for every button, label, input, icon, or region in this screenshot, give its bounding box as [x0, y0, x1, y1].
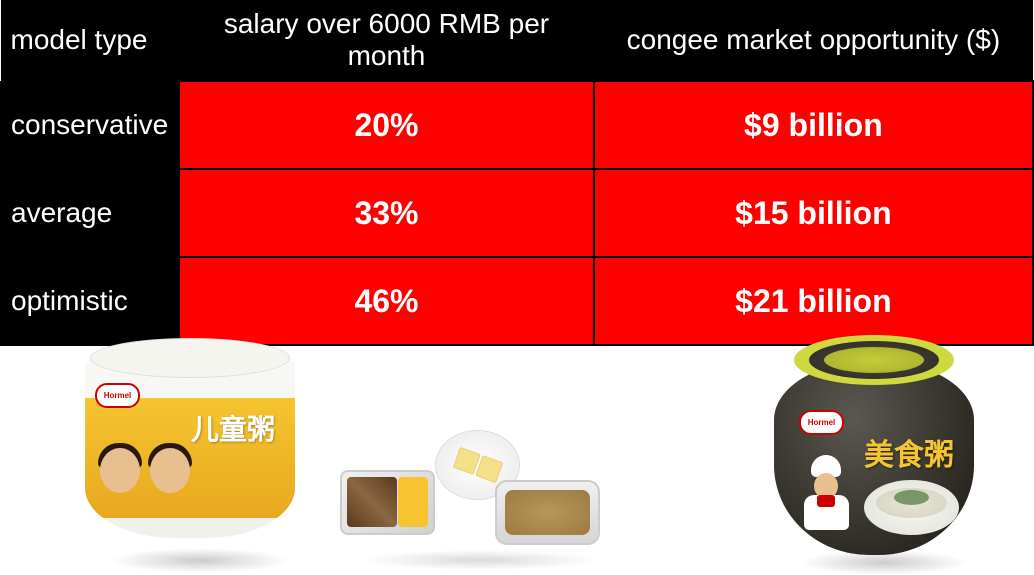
chef-illustration-icon — [799, 455, 854, 530]
congee-cup-product: 儿童粥 Hormel — [80, 338, 300, 558]
jar-lid-center — [824, 347, 924, 373]
table-header-row: model type salary over 6000 RMB per mont… — [1, 0, 1034, 81]
jar-product-name: 美食粥 — [864, 430, 954, 474]
products-illustration-area: 儿童粥 Hormel — [0, 330, 1034, 574]
cell-opportunity-conservative: $9 billion — [594, 81, 1033, 169]
jar-brand-badge: Hormel — [799, 410, 844, 435]
cup-shadow — [110, 548, 290, 573]
cup-brand-badge: Hormel — [95, 383, 140, 408]
cell-salary-average: 33% — [179, 169, 594, 257]
row-label-average: average — [1, 169, 180, 257]
trays-shadow — [360, 550, 600, 570]
cup-children-illustration — [95, 438, 205, 518]
cell-opportunity-average: $15 billion — [594, 169, 1033, 257]
row-label-conservative: conservative — [1, 81, 180, 169]
congee-bowl-icon — [864, 480, 959, 535]
cell-salary-conservative: 20% — [179, 81, 594, 169]
child-face-icon — [145, 438, 195, 498]
table-row: average 33% $15 billion — [1, 169, 1034, 257]
market-model-table: model type salary over 6000 RMB per mont… — [0, 0, 1034, 346]
header-opportunity: congee market opportunity ($) — [594, 0, 1033, 81]
header-model-type: model type — [1, 0, 180, 81]
child-face-icon — [95, 438, 145, 498]
table-row: conservative 20% $9 billion — [1, 81, 1034, 169]
cup-lid — [90, 338, 290, 378]
condiment-trays — [340, 430, 620, 560]
header-salary: salary over 6000 RMB per month — [179, 0, 594, 81]
congee-jar-product: Hormel 美食粥 — [774, 335, 974, 560]
sauce-tray-icon — [495, 480, 600, 545]
food-tray-icon — [340, 470, 435, 535]
